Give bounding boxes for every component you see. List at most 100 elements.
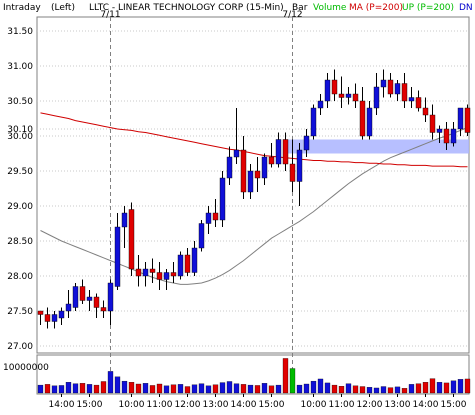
x-tick-label: 13:00 [203, 400, 229, 410]
candle-body [261, 156, 268, 179]
candle-body [205, 212, 212, 224]
candle-body [352, 93, 359, 102]
candles-group [37, 69, 471, 329]
x-tick-label: 15:00 [259, 400, 285, 410]
session-date-label: 7/11 [100, 10, 120, 20]
volume-bar [338, 386, 345, 394]
x-tick-label: 15:00 [441, 400, 467, 410]
indicator-lines [40, 112, 468, 285]
ma-legend: MA (P=200) [349, 3, 403, 13]
volume-bar [310, 380, 317, 394]
candle-body [282, 139, 289, 165]
x-tick-label: 12:00 [175, 400, 201, 410]
candle-body [100, 307, 107, 312]
candle-body [387, 79, 394, 95]
candle-body [289, 163, 296, 182]
volume-bar [93, 384, 100, 394]
volume-bar [394, 386, 401, 394]
candle-body [457, 107, 464, 130]
interval-label: Intraday [3, 3, 41, 13]
bar-label: Bar [292, 3, 308, 13]
candle-body [198, 223, 205, 249]
y-tick-label: 28.00 [7, 272, 33, 282]
volume-bar [44, 384, 51, 394]
volume-bar [114, 376, 121, 394]
candle-body [422, 107, 429, 116]
y-tick-label: 30.50 [7, 97, 33, 107]
candle-body [464, 107, 471, 133]
volume-bar [331, 384, 338, 394]
candle-body [240, 149, 247, 193]
candle-body [394, 83, 401, 95]
volume-bar [184, 386, 191, 394]
band-zone-group [283, 139, 469, 154]
volume-bar [345, 383, 352, 394]
candle-body [44, 314, 51, 322]
candle-body [121, 212, 128, 228]
axis-side-label: (Left) [51, 3, 75, 13]
candle-body [436, 128, 443, 133]
candle-body [380, 79, 387, 88]
volume-bar [415, 383, 422, 394]
candle-body [373, 86, 380, 109]
volume-bar [282, 358, 289, 394]
volume-bar [359, 386, 366, 394]
x-tick-label: 11:00 [329, 400, 355, 410]
candle-body [184, 254, 191, 273]
candle-body [450, 128, 457, 144]
volume-bar [177, 384, 184, 394]
y-tick-label: 29.00 [7, 202, 33, 212]
candle-body [51, 314, 58, 322]
candle-body [331, 79, 338, 95]
candle-body [156, 272, 163, 280]
volume-bar [254, 385, 261, 394]
candle-body [324, 79, 331, 102]
candle-body [275, 139, 282, 165]
volume-bar [247, 384, 254, 394]
y-tick-label: 30.10 [7, 125, 33, 135]
volume-bar [373, 387, 380, 394]
volume-bar [289, 368, 296, 394]
y-tick-label: 27.00 [7, 342, 33, 352]
candle-body [359, 100, 366, 137]
candle-body [65, 303, 72, 312]
volume-bar [436, 382, 443, 394]
volume-bar [65, 382, 72, 394]
candle-body [310, 107, 317, 137]
candle-body [142, 268, 149, 277]
volume-bar [191, 384, 198, 394]
candle-body [317, 100, 324, 109]
candle-body [247, 170, 254, 193]
candle-body [128, 209, 135, 270]
candle-body [58, 310, 65, 319]
volume-bar [303, 383, 310, 394]
candle-body [93, 296, 100, 308]
volume-bar [408, 384, 415, 394]
volume-bar [51, 385, 58, 394]
volume-bar [422, 382, 429, 394]
x-tick-label: 14:00 [413, 400, 439, 410]
volume-bar [240, 384, 247, 394]
y-tick-label: 31.00 [7, 62, 33, 72]
volume-bar [233, 383, 240, 394]
candle-body [338, 93, 345, 98]
x-tick-label: 12:00 [357, 400, 383, 410]
up-band-legend: UP (P=200) [402, 3, 454, 13]
volume-legend: Volume [313, 3, 347, 13]
volume-bar [121, 380, 128, 394]
x-tick-label: 15:00 [77, 400, 103, 410]
volume-bar [205, 385, 212, 394]
volume-bar [212, 384, 219, 394]
session-markers: 7/11 7/12 [100, 10, 303, 394]
candle-body [37, 310, 44, 315]
volume-bars [37, 358, 471, 394]
candle-body [226, 156, 233, 179]
x-tick-label: 10:00 [301, 400, 327, 410]
candle-body [429, 114, 436, 133]
candle-body [163, 272, 170, 280]
candle-body [86, 296, 93, 301]
volume-bar [275, 384, 282, 394]
volume-bar [450, 380, 457, 394]
